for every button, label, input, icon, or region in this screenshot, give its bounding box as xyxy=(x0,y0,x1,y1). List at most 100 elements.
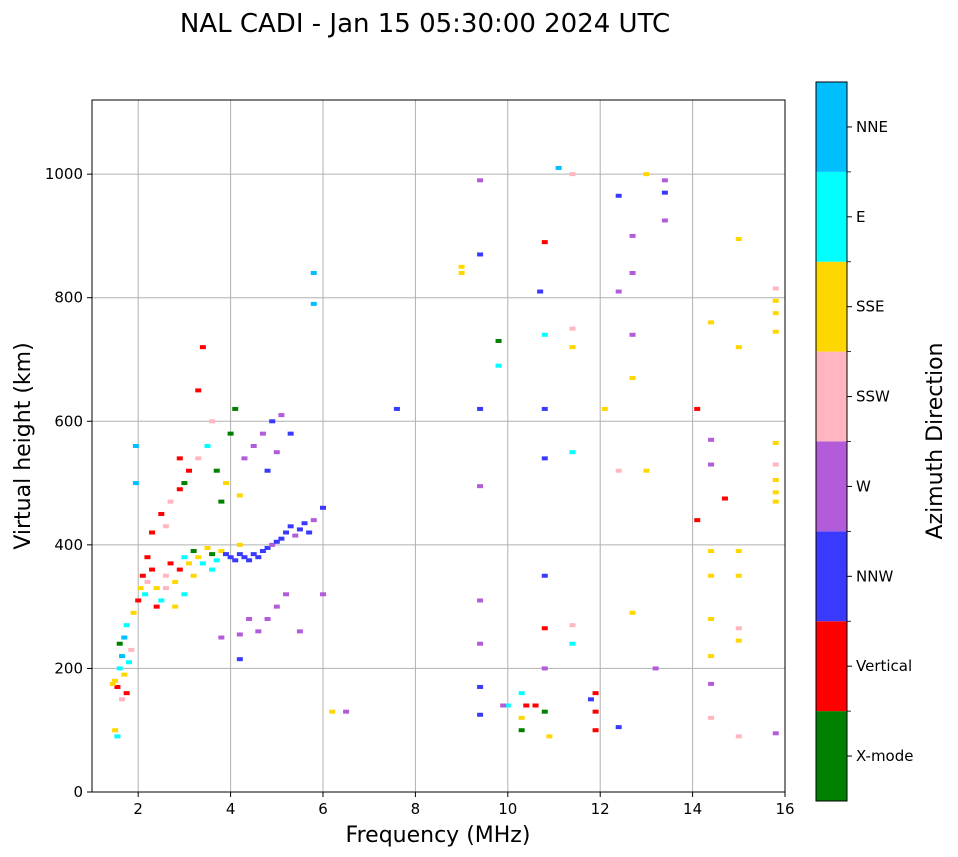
echo-point xyxy=(477,684,484,689)
echo-point xyxy=(176,456,183,461)
echo-point xyxy=(112,678,119,683)
echo-point xyxy=(121,672,128,677)
echo-point xyxy=(287,524,294,529)
y-tick-label: 600 xyxy=(54,412,83,430)
echo-point xyxy=(195,555,202,560)
echo-point xyxy=(259,549,266,554)
echo-point xyxy=(190,549,197,554)
echo-point xyxy=(661,218,668,223)
x-tick-label: 2 xyxy=(133,800,143,818)
echo-point xyxy=(236,552,243,557)
echo-point xyxy=(393,406,400,411)
echo-point xyxy=(569,641,576,646)
y-tick-label: 200 xyxy=(54,659,83,677)
echo-point xyxy=(116,666,123,671)
echo-point xyxy=(190,573,197,578)
echo-point xyxy=(629,332,636,337)
echo-point xyxy=(569,326,576,331)
echo-point xyxy=(708,573,715,578)
echo-point xyxy=(296,629,303,634)
echo-point xyxy=(273,539,280,544)
echo-point xyxy=(255,555,262,560)
colorbar-tick-label: W xyxy=(856,477,871,495)
echo-point xyxy=(320,592,326,597)
echo-point xyxy=(222,481,229,486)
echo-point xyxy=(204,545,211,550)
echo-point xyxy=(629,376,636,381)
echo-point xyxy=(541,666,548,671)
echo-point xyxy=(181,481,188,486)
echo-point xyxy=(109,681,116,686)
echo-point xyxy=(236,632,243,637)
echo-point xyxy=(310,271,317,275)
echo-point xyxy=(222,552,229,557)
echo-point xyxy=(236,657,243,662)
echo-point xyxy=(477,641,484,646)
echo-point xyxy=(541,240,548,245)
echo-point xyxy=(541,709,548,714)
echo-point xyxy=(518,715,525,720)
y-axis-ticks: 0 200 400 600 800 1000 xyxy=(45,165,92,801)
echo-point xyxy=(213,468,220,473)
echo-point xyxy=(186,468,193,473)
echo-point xyxy=(772,298,779,303)
echo-point xyxy=(587,697,594,702)
echo-point xyxy=(283,592,290,597)
colorbar-segment-vertical xyxy=(816,621,847,712)
echo-point xyxy=(273,450,280,455)
colorbar-tick-label: X-mode xyxy=(856,747,913,765)
echo-point xyxy=(246,558,253,563)
echo-point xyxy=(116,641,123,646)
echo-point xyxy=(708,654,715,659)
echo-point xyxy=(518,691,525,696)
echo-point xyxy=(546,734,553,739)
echo-point xyxy=(708,549,715,554)
echo-point xyxy=(735,549,742,554)
echo-point xyxy=(269,419,276,424)
colorbar-tick-label: SSW xyxy=(856,388,890,406)
x-axis-label: Frequency (MHz) xyxy=(346,823,531,848)
echo-point xyxy=(241,456,248,461)
echo-point xyxy=(569,450,576,455)
y-axis-label: Virtual height (km) xyxy=(11,342,36,549)
echo-point xyxy=(541,332,548,337)
echo-point xyxy=(504,703,511,708)
echo-point xyxy=(772,490,779,495)
echo-point xyxy=(162,573,169,578)
echo-point xyxy=(310,518,317,523)
echo-point xyxy=(153,586,160,591)
echo-point xyxy=(158,598,165,603)
echo-point xyxy=(259,431,266,436)
echo-point xyxy=(264,545,271,550)
y-tick-label: 0 xyxy=(73,783,83,801)
echo-point xyxy=(735,734,742,739)
echo-point xyxy=(735,638,742,643)
echo-point xyxy=(477,598,484,603)
echo-point xyxy=(629,233,636,238)
echo-point xyxy=(181,555,188,560)
echo-point xyxy=(518,728,525,733)
echo-point xyxy=(241,555,248,560)
grid-lines xyxy=(92,100,786,793)
echo-point xyxy=(772,329,779,334)
echo-point xyxy=(255,629,262,634)
colorbar-tick-label: NNE xyxy=(856,118,888,136)
echo-point xyxy=(694,406,701,411)
echo-point xyxy=(218,499,225,504)
echo-point xyxy=(320,505,326,510)
echo-point xyxy=(652,666,659,671)
echo-point xyxy=(772,499,779,504)
echo-point xyxy=(296,527,303,532)
colorbar-tick-label: SSE xyxy=(856,298,885,316)
chart-title: NAL CADI - Jan 15 05:30:00 2024 UTC xyxy=(180,9,670,39)
x-tick-label: 6 xyxy=(318,800,328,818)
echo-point xyxy=(629,271,636,275)
echo-point xyxy=(137,586,144,591)
echo-point xyxy=(458,271,465,275)
echo-point xyxy=(227,555,234,560)
colorbar-frame xyxy=(815,81,848,802)
echo-point xyxy=(708,320,715,325)
echo-point xyxy=(167,499,174,504)
echo-point xyxy=(176,567,183,572)
